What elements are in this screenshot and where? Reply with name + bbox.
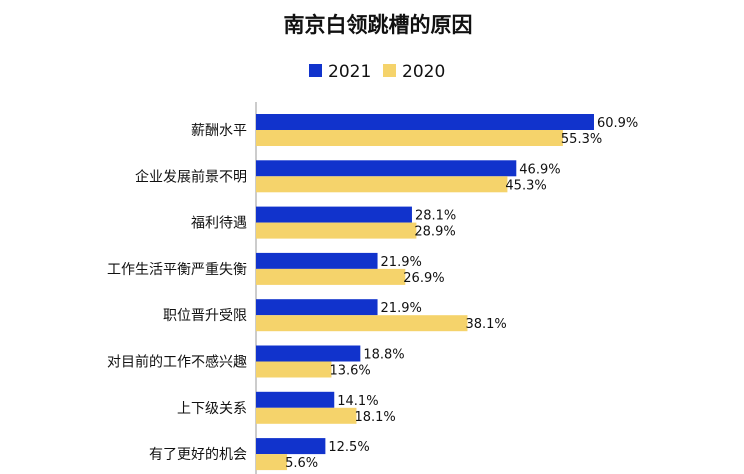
legend-label-2020: 2020 xyxy=(402,62,445,82)
value-label-2020: 45.3% xyxy=(505,178,546,193)
value-label-2021: 14.1% xyxy=(337,394,378,409)
value-label-2021: 28.1% xyxy=(415,209,456,224)
value-label-2021: 60.9% xyxy=(597,116,638,131)
bar-2021 xyxy=(256,206,412,223)
value-label-2020: 18.1% xyxy=(354,410,395,425)
category-label: 对目前的工作不感兴趣 xyxy=(107,354,247,371)
bar-2021 xyxy=(256,438,326,455)
category-label: 福利待遇 xyxy=(191,216,247,232)
bar-2021 xyxy=(256,391,335,408)
value-label-2020: 26.9% xyxy=(403,271,444,286)
bar-2020 xyxy=(256,407,357,424)
value-label-2021: 18.8% xyxy=(363,348,404,363)
category-labels: 薪酬水平企业发展前景不明福利待遇工作生活平衡严重失衡职位晋升受限对目前的工作不感… xyxy=(107,123,247,463)
bar-2020 xyxy=(256,315,468,332)
chart-title: 南京白领跳槽的原因 xyxy=(284,13,473,37)
bars xyxy=(256,114,594,471)
legend-swatch-2020 xyxy=(383,64,396,77)
category-label: 工作生活平衡严重失衡 xyxy=(107,262,247,278)
value-labels: 60.9%55.3%46.9%45.3%28.1%28.9%21.9%26.9%… xyxy=(285,116,638,471)
bar-2021 xyxy=(256,252,378,269)
legend: 2021 2020 xyxy=(309,62,445,82)
bar-2020 xyxy=(256,361,332,378)
bar-2020 xyxy=(256,454,288,471)
legend-swatch-2021 xyxy=(309,64,322,77)
category-label: 薪酬水平 xyxy=(191,123,247,139)
value-label-2020: 5.6% xyxy=(285,456,318,471)
bar-2021 xyxy=(256,160,517,177)
value-label-2021: 21.9% xyxy=(381,255,422,270)
value-label-2021: 12.5% xyxy=(328,440,369,455)
bar-2020 xyxy=(256,222,417,239)
value-label-2020: 13.6% xyxy=(329,364,370,379)
value-label-2021: 46.9% xyxy=(519,162,560,177)
bar-2021 xyxy=(256,345,361,362)
bar-2020 xyxy=(256,130,563,146)
value-label-2021: 21.9% xyxy=(381,301,422,316)
category-label: 企业发展前景不明 xyxy=(135,168,247,185)
value-label-2020: 28.9% xyxy=(414,225,455,240)
value-label-2020: 55.3% xyxy=(561,132,602,147)
bar-2020 xyxy=(256,176,508,193)
category-label: 有了更好的机会 xyxy=(149,447,247,463)
category-label: 上下级关系 xyxy=(177,401,247,417)
bar-2020 xyxy=(256,268,406,285)
value-label-2020: 38.1% xyxy=(465,317,506,332)
category-label: 职位晋升受限 xyxy=(163,308,247,324)
legend-label-2021: 2021 xyxy=(328,62,371,82)
bar-2021 xyxy=(256,114,594,130)
bar-2021 xyxy=(256,299,378,316)
